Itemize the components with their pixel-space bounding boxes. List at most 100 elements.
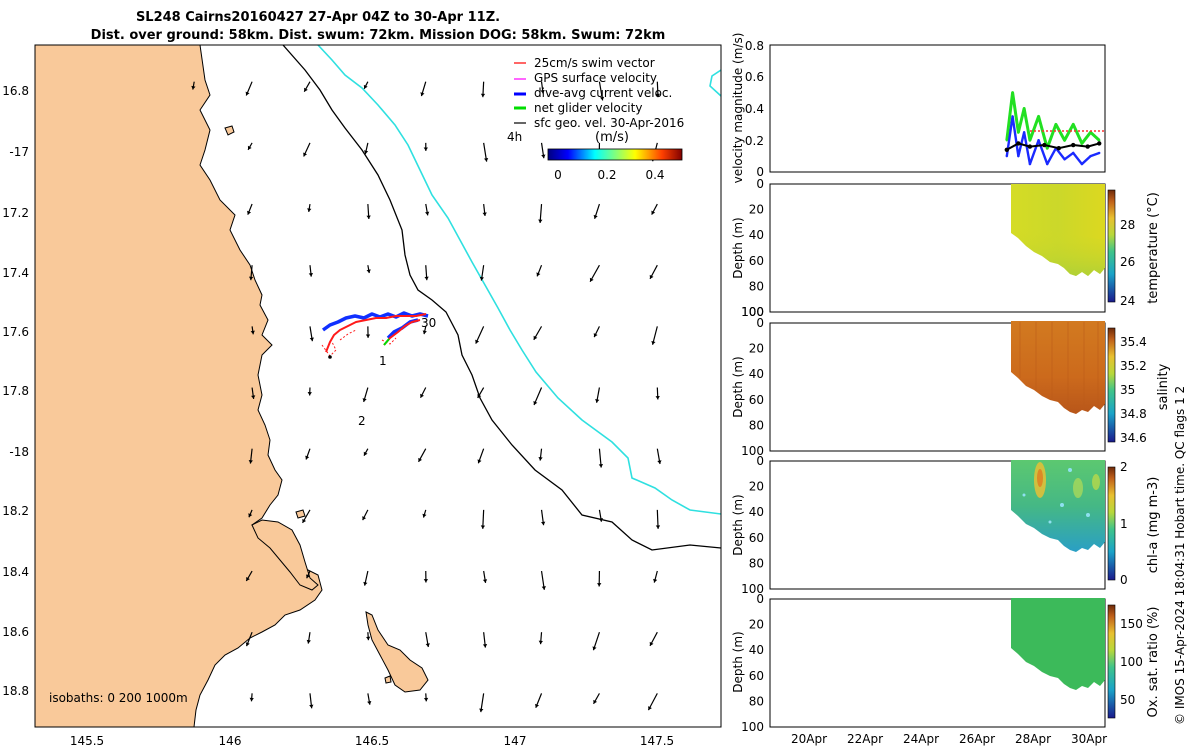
sfc-geo-arrow xyxy=(366,265,371,274)
chla-cblabel: chl-a (mg m-3) xyxy=(1146,477,1161,574)
temperature-ylabel: Depth (m) xyxy=(731,217,745,278)
date-tick-28apr: 28Apr xyxy=(1015,732,1051,746)
sfc-geo-arrow xyxy=(191,81,196,90)
depth-tick: 0 xyxy=(756,592,764,606)
depth-tick: 20 xyxy=(749,480,764,494)
map-ytick-17.4: 17.4 xyxy=(2,266,29,280)
depth-tick: 0 xyxy=(756,177,764,191)
sfc-geo-arrow xyxy=(362,509,369,521)
glider-track-red-spread xyxy=(321,329,397,357)
sfc-geo-arrow xyxy=(307,203,312,213)
sfc-geo-arrow xyxy=(423,571,429,583)
date-tick-20apr: 20Apr xyxy=(791,732,827,746)
island-small-2 xyxy=(295,509,306,519)
velocity-point xyxy=(1056,145,1061,151)
velocity-point xyxy=(1037,139,1040,142)
map-x-ticks: 145.5 146 146.5 147 147.5 xyxy=(70,734,674,748)
sfc-geo-arrow xyxy=(362,387,369,403)
chla-cb-tick-0: 0 xyxy=(1120,573,1128,587)
speed-colorbar xyxy=(547,148,683,161)
sfc-geo-arrow xyxy=(536,264,543,277)
sfc-geo-arrow xyxy=(656,448,662,465)
vel-ytick-0: 0 xyxy=(756,165,764,179)
oxygen-panel: 150 100 50 Ox. sat. ratio (%) Depth (m) xyxy=(731,598,1161,728)
sfc-geo-velocity-arrows xyxy=(191,81,662,713)
sfc-geo-arrow xyxy=(533,326,543,341)
velocity-point xyxy=(1098,139,1101,142)
velocity-point xyxy=(1054,123,1058,126)
oxygen-colorbar xyxy=(1107,604,1116,719)
map-xtick-147: 147 xyxy=(504,734,527,748)
depth-tick: 100 xyxy=(741,444,764,458)
track-end-marker xyxy=(328,355,332,359)
sfc-geo-arrow xyxy=(363,142,369,155)
depth-tick: 100 xyxy=(741,305,764,319)
imos-credit: © IMOS 15-Apr-2024 18:04:31 Hobart time.… xyxy=(1173,386,1187,725)
oxygen-cb-tick-50: 50 xyxy=(1120,693,1135,707)
speed-colorbar-tick-2: 0.4 xyxy=(645,168,664,182)
temperature-cblabel: temperature (°C) xyxy=(1146,192,1161,304)
sfc-geo-arrow xyxy=(365,326,371,338)
temperature-panel: 28 26 24 temperature (°C) Depth (m) xyxy=(731,183,1161,313)
speed-colorbar-tick-1: 0.2 xyxy=(597,168,616,182)
sfc-geo-arrow xyxy=(540,509,546,526)
date-tick-22apr: 22Apr xyxy=(847,732,883,746)
sfc-geo-arrow xyxy=(363,570,369,586)
sfc-geo-arrow xyxy=(251,387,256,400)
sfc-geo-arrow xyxy=(479,693,485,713)
legend-note-4h: 4h xyxy=(507,130,522,144)
sfc-geo-arrow xyxy=(422,326,427,335)
sfc-geo-arrow xyxy=(589,264,600,283)
sfc-geo-arrow xyxy=(482,570,488,583)
legend-label-gps: GPS surface velocity xyxy=(534,71,657,85)
sfc-geo-arrow xyxy=(475,326,485,344)
velocity-point xyxy=(1028,139,1032,142)
salinity-texture xyxy=(1019,322,1099,410)
isobath-200m xyxy=(282,45,721,551)
sfc-geo-arrow xyxy=(248,448,253,464)
depth-tick: 20 xyxy=(749,203,764,217)
sfc-geo-arrow xyxy=(477,448,485,464)
track-label-2: 2 xyxy=(358,414,366,428)
sfc-geo-arrow xyxy=(425,632,430,648)
velocity-point xyxy=(1063,158,1066,161)
isobaths-caption: isobaths: 0 200 1000m xyxy=(49,691,188,705)
velocity-point xyxy=(1011,115,1014,118)
sfc-geo-arrow xyxy=(483,142,489,162)
velocity-point xyxy=(1063,139,1066,142)
glider-track-green xyxy=(383,338,390,346)
sfc-geo-arrow xyxy=(538,632,543,645)
salinity-cb-tick-35.2: 35.2 xyxy=(1120,359,1147,373)
legend-label-dive: dive-avg current veloc. xyxy=(534,86,672,100)
sfc-geo-arrow xyxy=(423,142,428,151)
map-ytick-18.4: 18.4 xyxy=(2,565,29,579)
map-xtick-145.5: 145.5 xyxy=(70,734,104,748)
isobath-1000m-corner xyxy=(709,69,721,97)
map-xtick-146.5: 146.5 xyxy=(355,734,389,748)
velocity-point xyxy=(1022,107,1026,110)
island-small-3 xyxy=(384,675,392,684)
sfc-geo-arrow xyxy=(249,693,254,702)
velocity-point xyxy=(1042,142,1047,148)
vel-ytick-0.4: 0.4 xyxy=(745,102,764,116)
sfc-geo-arrow xyxy=(250,326,255,335)
depth-tick: 60 xyxy=(749,669,764,683)
velocity-point xyxy=(1016,141,1021,146)
temperature-cb-tick-26: 26 xyxy=(1120,255,1135,269)
chla-cb-tick-2: 2 xyxy=(1120,460,1128,474)
salinity-cb-tick-35: 35 xyxy=(1120,383,1135,397)
sfc-geo-arrow xyxy=(247,142,253,151)
island-small-1 xyxy=(224,125,235,136)
depth-tick: 80 xyxy=(749,279,764,293)
temperature-cb-tick-28: 28 xyxy=(1120,218,1135,232)
salinity-cb-tick-34.8: 34.8 xyxy=(1120,407,1147,421)
sfc-geo-arrow xyxy=(480,81,486,98)
sfc-geo-arrow xyxy=(597,571,602,587)
velocity-point xyxy=(1098,151,1101,155)
temperature-colorbar xyxy=(1107,189,1116,303)
salinity-panel: 35.4 35.2 35 34.8 34.6 salinity Depth (m… xyxy=(731,321,1171,452)
oxygen-ylabel: Depth (m) xyxy=(731,631,745,692)
speed-colorbar-label: (m/s) xyxy=(595,130,629,145)
sfc-geo-arrow xyxy=(422,509,427,518)
map-ytick-17.8: 17.8 xyxy=(2,384,29,398)
